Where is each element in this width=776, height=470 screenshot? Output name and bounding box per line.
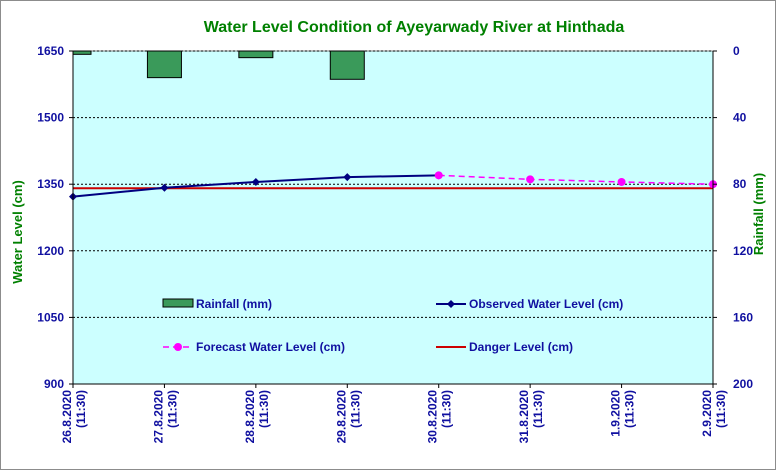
- right-tick-label: 0: [733, 44, 740, 58]
- left-tick-label: 900: [44, 377, 64, 391]
- legend-danger-label: Danger Level (cm): [469, 340, 573, 354]
- forecast-point: [526, 175, 535, 184]
- x-tick-label-time: (11:30): [623, 390, 637, 428]
- rainfall-bar: [72, 50, 92, 55]
- legend-rainfall-swatch: [162, 298, 194, 308]
- legend-forecast-marker: [174, 343, 182, 351]
- legend: Rainfall (mm) Observed Water Level (cm) Fo…: [162, 297, 623, 354]
- observed-point: [251, 177, 260, 186]
- left-tick-label: 1200: [37, 244, 64, 258]
- x-tick-label-time: (11:30): [165, 390, 179, 428]
- right-tick-label: 40: [733, 111, 747, 125]
- left-tick-label: 1500: [37, 111, 64, 125]
- legend-observed-label: Observed Water Level (cm): [469, 297, 623, 311]
- rainfall-bars: [72, 50, 365, 80]
- x-tick-label-time: (11:30): [714, 390, 728, 428]
- x-axis-ticks: 26.8.2020 (11:30) 27.8.2020 (11:30) 28.8.202…: [60, 384, 728, 443]
- left-axis-ticks: 900 1050 1200 1350 1500 1650: [37, 44, 73, 391]
- gridlines: [73, 50, 713, 318]
- right-tick-label: 120: [733, 244, 753, 258]
- observed-point: [160, 183, 169, 192]
- rainfall-bar: [329, 50, 365, 80]
- x-tick-label-time: (11:30): [440, 390, 454, 428]
- right-axis-ticks: 0 40 80 120 160 200: [713, 44, 753, 391]
- x-tick-label-time: (11:30): [74, 390, 88, 428]
- x-tick-label-time: (11:30): [257, 390, 271, 428]
- axes: [72, 51, 714, 385]
- observed-point: [343, 173, 352, 182]
- right-tick-label: 80: [733, 177, 747, 191]
- x-tick-label-date: 2.9.2020: [700, 390, 714, 437]
- x-tick-label-date: 29.8.2020: [334, 390, 348, 444]
- series-lines: [69, 171, 717, 201]
- forecast-point: [617, 177, 626, 186]
- x-tick-label-time: (11:30): [348, 390, 362, 428]
- x-tick-label-date: 31.8.2020: [517, 390, 531, 444]
- y2-axis-label: Rainfall (mm): [751, 173, 766, 255]
- left-tick-label: 1650: [37, 44, 64, 58]
- legend-observed-marker: [447, 300, 455, 308]
- x-tick-label-date: 1.9.2020: [609, 390, 623, 437]
- right-tick-label: 200: [733, 377, 753, 391]
- x-tick-label-date: 27.8.2020: [151, 390, 165, 444]
- forecast-point: [434, 171, 443, 180]
- x-tick-label-date: 28.8.2020: [243, 390, 257, 444]
- left-tick-label: 1350: [37, 177, 64, 191]
- right-tick-label: 160: [733, 310, 753, 324]
- rainfall-bar: [238, 50, 274, 59]
- x-tick-label-date: 26.8.2020: [60, 390, 74, 444]
- y-axis-label: Water Level (cm): [10, 180, 25, 284]
- left-tick-label: 1050: [37, 310, 64, 324]
- rainfall-bar: [146, 50, 182, 79]
- x-tick-label-time: (11:30): [531, 390, 545, 428]
- plot-area: [72, 50, 714, 385]
- forecast-line: [438, 174, 714, 185]
- x-tick-label-date: 30.8.2020: [426, 390, 440, 444]
- legend-rainfall-label: Rainfall (mm): [196, 297, 272, 311]
- legend-forecast-label: Forecast Water Level (cm): [196, 340, 345, 354]
- chart-title: Water Level Condition of Ayeyarwady Rive…: [204, 19, 625, 36]
